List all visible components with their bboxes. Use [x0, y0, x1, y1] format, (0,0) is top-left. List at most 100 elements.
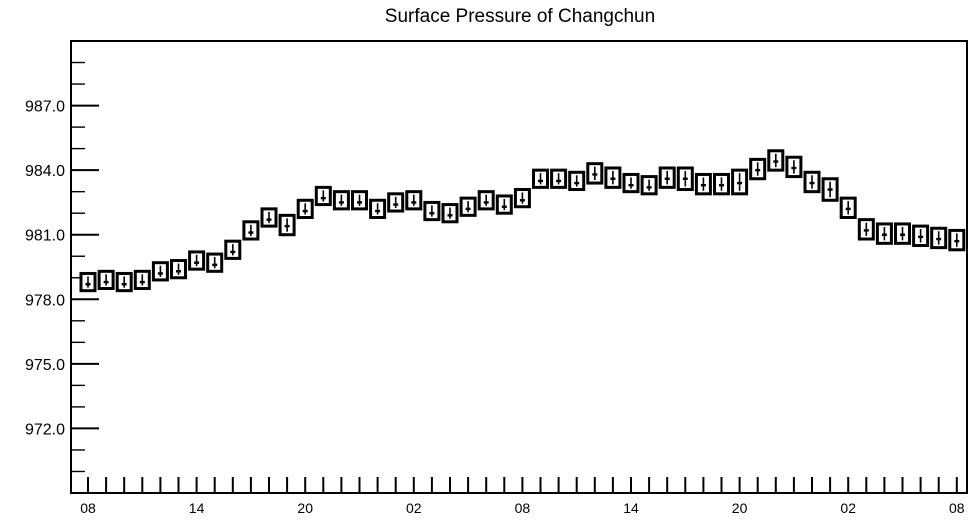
box-median [628, 184, 634, 187]
box-glyph [749, 157, 767, 181]
box-glyph [441, 203, 459, 224]
box-glyph [532, 168, 549, 189]
box-median [900, 233, 905, 236]
box-glyph [459, 196, 477, 217]
box-glyph [314, 185, 332, 207]
box-median [302, 209, 308, 213]
box-median [501, 205, 507, 208]
box-median [556, 179, 562, 183]
box-glyph [694, 172, 712, 196]
box-median [375, 209, 381, 213]
box-glyph [296, 198, 314, 219]
box-median [266, 218, 272, 221]
box-median [954, 239, 960, 243]
box-glyph [513, 188, 531, 209]
box-median [157, 272, 163, 275]
box-glyph [133, 269, 151, 291]
x-tick-label: 08 [515, 500, 531, 516]
box-glyph [803, 170, 821, 194]
box-median [483, 201, 489, 204]
box-glyph [930, 226, 948, 250]
box-median [121, 283, 127, 286]
box-glyph [115, 271, 133, 293]
box-median [791, 166, 797, 170]
box-median [465, 207, 471, 211]
box-glyph [821, 177, 839, 202]
box-median [139, 280, 145, 284]
box-median [176, 270, 181, 273]
box-glyph [477, 190, 495, 211]
x-tick-label: 08 [80, 500, 96, 516]
plot-frame [70, 40, 968, 494]
box-median [248, 231, 254, 234]
box-glyph [369, 198, 387, 219]
box-median [393, 203, 399, 206]
chart-title: Surface Pressure of Changchun [385, 6, 655, 27]
x-tick-label: 20 [732, 500, 748, 516]
y-tick-label: 981.0 [25, 228, 65, 245]
box-median [610, 177, 616, 180]
box-glyph [188, 250, 206, 271]
box-median [284, 224, 290, 228]
box-glyph [97, 269, 115, 291]
box-median [103, 280, 109, 284]
box-glyph [568, 170, 586, 192]
x-tick-label: 14 [189, 500, 205, 516]
box-glyph [785, 155, 803, 179]
box-series [79, 149, 966, 293]
box-glyph [586, 162, 604, 185]
y-tick-label: 972.0 [25, 421, 65, 438]
box-glyph [640, 175, 658, 196]
box-glyph [423, 200, 441, 222]
box-glyph [713, 172, 730, 196]
box-glyph [206, 252, 224, 273]
box-median [918, 235, 924, 239]
box-glyph [332, 190, 350, 211]
box-median [411, 201, 417, 204]
box-median [737, 181, 743, 185]
box-glyph [550, 168, 568, 189]
box-median [664, 177, 670, 180]
box-median [827, 188, 833, 191]
box-median [85, 283, 91, 286]
box-glyph [224, 239, 242, 260]
box-median [574, 181, 580, 185]
box-median [773, 160, 779, 163]
box-glyph [875, 222, 893, 245]
box-median [338, 201, 344, 204]
y-axis: 972.0 975.0 978.0 981.0 984.0 987.0 [25, 61, 99, 473]
box-glyph [351, 190, 368, 211]
box-median [447, 214, 453, 217]
box-median [845, 207, 851, 211]
box-median [809, 181, 815, 185]
box-median [881, 233, 887, 236]
box-glyph [387, 192, 405, 213]
box-glyph [622, 172, 640, 194]
box-median [538, 179, 543, 183]
y-tick-label: 987.0 [25, 99, 65, 116]
box-median [719, 184, 724, 187]
box-glyph [948, 228, 966, 252]
box-median [936, 237, 942, 241]
x-tick-label: 02 [840, 500, 856, 516]
box-median [682, 177, 688, 180]
x-tick-label: 08 [949, 500, 965, 516]
y-tick-label: 975.0 [25, 357, 65, 374]
box-median [429, 211, 435, 215]
x-axis: 08 14 20 02 08 14 20 02 08 [80, 477, 965, 516]
box-glyph [405, 190, 423, 211]
box-median [320, 196, 326, 200]
x-tick-label: 02 [406, 500, 422, 516]
box-glyph [151, 261, 169, 282]
box-median [700, 184, 706, 187]
x-tick-label: 14 [623, 500, 639, 516]
box-glyph [767, 149, 785, 172]
box-glyph [676, 166, 694, 192]
box-median [646, 186, 652, 189]
box-median [212, 263, 218, 267]
box-median [194, 261, 200, 264]
box-glyph [658, 166, 676, 189]
box-glyph [79, 271, 97, 293]
box-glyph [495, 194, 513, 215]
